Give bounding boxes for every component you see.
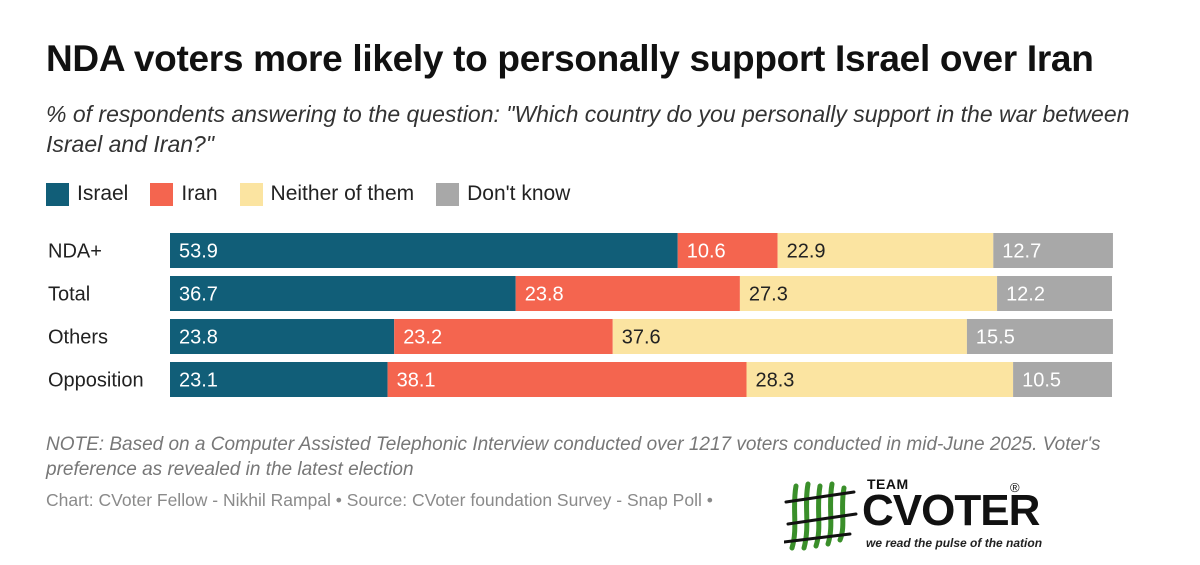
- logo-team-text: TEAM: [867, 476, 909, 492]
- data-label-nda-don-t-know: 12.7: [1002, 241, 1041, 263]
- category-label-total: Total: [48, 284, 90, 306]
- bar-nda-iran: [677, 233, 778, 268]
- legend-label-iran: Iran: [181, 182, 218, 205]
- bar-others-neither-of-them: [612, 319, 967, 354]
- legend-swatch-israel: [46, 182, 69, 206]
- bar-opposition-israel: [170, 362, 388, 397]
- chart-title: NDA voters more likely to personally sup…: [46, 38, 1094, 79]
- bar-opposition-neither-of-them: [746, 362, 1014, 397]
- data-label-opposition-don-t-know: 10.5: [1022, 370, 1061, 392]
- logo-brand-text: CVOTER: [862, 486, 1040, 535]
- data-label-total-neither-of-them: 27.3: [749, 284, 788, 306]
- chart-credit: Chart: CVoter Fellow - Nikhil Rampal • S…: [46, 490, 713, 510]
- legend-swatch-dont-know: [436, 182, 460, 206]
- data-label-total-israel: 36.7: [179, 284, 218, 306]
- data-label-others-don-t-know: 15.5: [976, 327, 1015, 349]
- legend-label-israel: Israel: [77, 182, 129, 205]
- legend: Israel Iran Neither of them Don't know: [46, 182, 592, 206]
- data-label-nda-iran: 10.6: [687, 241, 726, 263]
- bar-others-don-t-know: [966, 319, 1113, 354]
- logo-registered-mark: ®: [1010, 480, 1020, 495]
- data-label-opposition-iran: 38.1: [397, 370, 436, 392]
- legend-item-iran: Iran: [150, 182, 218, 206]
- bar-total-don-t-know: [997, 276, 1112, 311]
- logo-tagline: we read the pulse of the nation: [866, 536, 1043, 550]
- bar-others-iran: [394, 319, 613, 354]
- legend-label-dont-know: Don't know: [467, 182, 571, 205]
- data-label-nda-israel: 53.9: [179, 241, 218, 263]
- legend-label-neither: Neither of them: [270, 182, 415, 205]
- bar-nda-neither-of-them: [777, 233, 994, 268]
- data-label-others-neither-of-them: 37.6: [622, 327, 661, 349]
- bar-total-neither-of-them: [739, 276, 998, 311]
- legend-item-israel: Israel: [46, 182, 128, 206]
- survey-note: NOTE: Based on a Computer Assisted Telep…: [46, 434, 1101, 480]
- category-label-nda: NDA+: [48, 241, 102, 263]
- legend-item-neither: Neither of them: [239, 182, 415, 206]
- data-label-opposition-israel: 23.1: [179, 370, 218, 392]
- category-label-others: Others: [48, 327, 108, 349]
- bar-nda-don-t-know: [993, 233, 1113, 268]
- legend-swatch-neither: [239, 182, 263, 206]
- data-label-total-don-t-know: 12.2: [1006, 284, 1045, 306]
- bar-total-iran: [515, 276, 740, 311]
- legend-item-dont-know: Don't know: [436, 182, 570, 206]
- data-label-others-israel: 23.8: [179, 327, 218, 349]
- chart-subtitle: % of respondents answering to the questi…: [46, 101, 1130, 157]
- cvoter-logo: TEAM CVOTER ® we read the pulse of the n…: [784, 474, 1044, 559]
- striped-mark-icon: [784, 481, 858, 551]
- bar-nda-israel: [170, 233, 678, 268]
- bar-opposition-don-t-know: [1013, 362, 1112, 397]
- data-label-total-iran: 23.8: [525, 284, 564, 306]
- data-label-nda-neither-of-them: 22.9: [787, 241, 826, 263]
- category-label-opposition: Opposition: [48, 370, 144, 392]
- bar-total-israel: [170, 276, 516, 311]
- data-label-opposition-neither-of-them: 28.3: [756, 370, 795, 392]
- bar-others-israel: [170, 319, 395, 354]
- data-label-others-iran: 23.2: [403, 327, 442, 349]
- legend-swatch-iran: [150, 182, 174, 206]
- bar-opposition-iran: [387, 362, 747, 397]
- stacked-bar-chart: NDA+ 53.9 10.6 22.9 12.7 Total 36.7 23.8 27.3 12.…: [48, 233, 1113, 397]
